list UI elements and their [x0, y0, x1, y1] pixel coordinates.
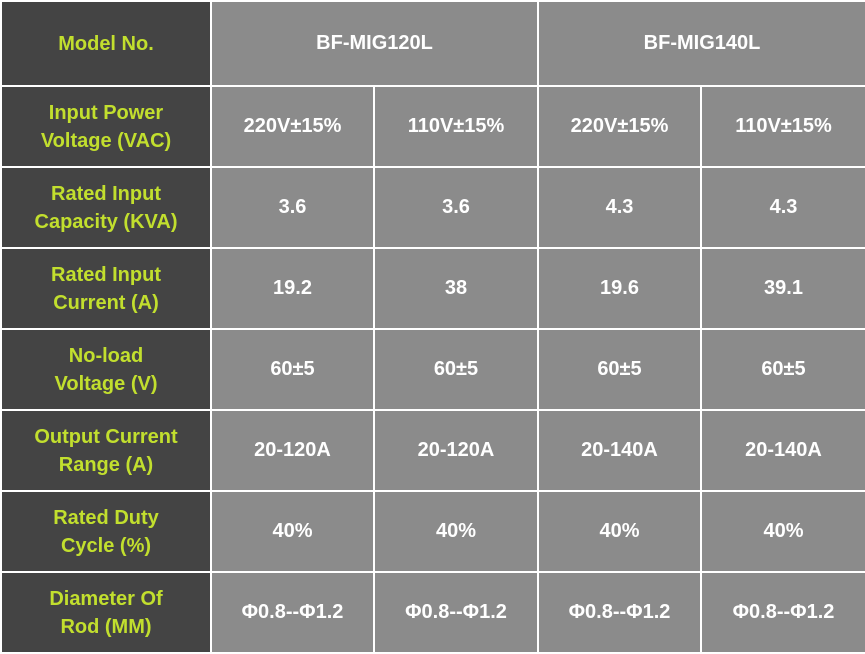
- table-cell: 20-120A: [373, 409, 539, 492]
- table-cell: Φ0.8--Φ1.2: [537, 571, 702, 654]
- table-row: No-load Voltage (V) 60±5 60±5 60±5 60±5: [0, 328, 865, 411]
- row-label: Model No.: [0, 0, 212, 87]
- table-row: Output Current Range (A) 20-120A 20-120A…: [0, 409, 865, 492]
- table-cell: Φ0.8--Φ1.2: [210, 571, 375, 654]
- table-cell: 60±5: [210, 328, 375, 411]
- model-header: BF-MIG120L: [210, 0, 539, 87]
- table-row: Diameter Of Rod (MM) Φ0.8--Φ1.2 Φ0.8--Φ1…: [0, 571, 865, 654]
- table-cell: 220V±15%: [210, 85, 375, 168]
- table-cell: 110V±15%: [700, 85, 865, 168]
- table-cell: 60±5: [373, 328, 539, 411]
- table-cell: 3.6: [373, 166, 539, 249]
- table-cell: 220V±15%: [537, 85, 702, 168]
- table-row: Rated Duty Cycle (%) 40% 40% 40% 40%: [0, 490, 865, 573]
- table-cell: Φ0.8--Φ1.2: [700, 571, 865, 654]
- row-label: No-load Voltage (V): [0, 328, 212, 411]
- table-cell: Φ0.8--Φ1.2: [373, 571, 539, 654]
- row-label: Input Power Voltage (VAC): [0, 85, 212, 168]
- table-cell: 3.6: [210, 166, 375, 249]
- row-label: Rated Input Current (A): [0, 247, 212, 330]
- table-cell: 4.3: [700, 166, 865, 249]
- header-row: Model No. BF-MIG120L BF-MIG140L: [0, 0, 865, 87]
- table-cell: 19.6: [537, 247, 702, 330]
- row-label: Diameter Of Rod (MM): [0, 571, 212, 654]
- table-row: Rated Input Current (A) 19.2 38 19.6 39.…: [0, 247, 865, 330]
- table-cell: 40%: [700, 490, 865, 573]
- row-label: Rated Duty Cycle (%): [0, 490, 212, 573]
- table-cell: 19.2: [210, 247, 375, 330]
- table-row: Input Power Voltage (VAC) 220V±15% 110V±…: [0, 85, 865, 168]
- row-label: Rated Input Capacity (KVA): [0, 166, 212, 249]
- table-cell: 20-120A: [210, 409, 375, 492]
- table-row: Rated Input Capacity (KVA) 3.6 3.6 4.3 4…: [0, 166, 865, 249]
- table-cell: 38: [373, 247, 539, 330]
- table-cell: 40%: [537, 490, 702, 573]
- table-cell: 40%: [210, 490, 375, 573]
- table-cell: 20-140A: [537, 409, 702, 492]
- table-cell: 110V±15%: [373, 85, 539, 168]
- table-cell: 40%: [373, 490, 539, 573]
- table-cell: 4.3: [537, 166, 702, 249]
- table-cell: 60±5: [537, 328, 702, 411]
- table-cell: 39.1: [700, 247, 865, 330]
- model-header: BF-MIG140L: [537, 0, 865, 87]
- table-cell: 60±5: [700, 328, 865, 411]
- row-label: Output Current Range (A): [0, 409, 212, 492]
- table-cell: 20-140A: [700, 409, 865, 492]
